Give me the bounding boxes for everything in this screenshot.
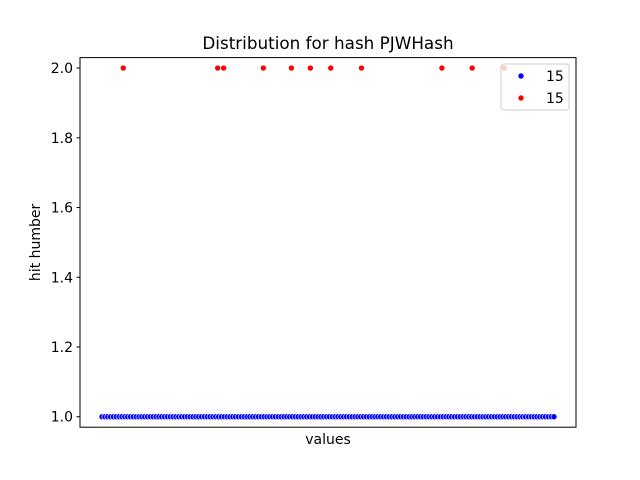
series-1-point xyxy=(220,64,227,72)
plot-frame xyxy=(79,57,577,428)
series-1-point xyxy=(468,64,476,72)
series-1-point xyxy=(438,64,446,72)
series-1-point xyxy=(327,64,335,72)
series-1-point xyxy=(288,64,295,72)
data-points xyxy=(98,64,558,421)
y-tick-label: 1.4 xyxy=(51,270,73,286)
legend-label: 15 xyxy=(546,91,564,107)
plot-area xyxy=(79,57,577,428)
series-0-point xyxy=(550,413,558,421)
legend-marker xyxy=(517,72,525,80)
y-tick-label: 1.2 xyxy=(51,340,73,356)
y-tick-label: 1.8 xyxy=(51,131,73,147)
series-1-point xyxy=(260,64,267,72)
legend-label: 15 xyxy=(546,69,564,85)
series-1-point xyxy=(119,64,127,72)
y-axis: 1.0 1.2 1.4 1.6 1.8 2.0 xyxy=(51,61,80,426)
legend-marker xyxy=(517,94,525,102)
y-tick-label: 2.0 xyxy=(51,61,73,77)
series-1-point xyxy=(214,64,222,72)
series-1-point xyxy=(307,64,314,72)
series-1-point xyxy=(358,64,365,72)
chart-title: Distribution for hash PJWHash xyxy=(202,33,453,53)
y-tick-label: 1.0 xyxy=(51,410,73,426)
x-axis-label: values xyxy=(305,432,351,448)
y-axis-label: hit humber xyxy=(28,203,44,281)
y-tick-label: 1.6 xyxy=(51,201,73,217)
